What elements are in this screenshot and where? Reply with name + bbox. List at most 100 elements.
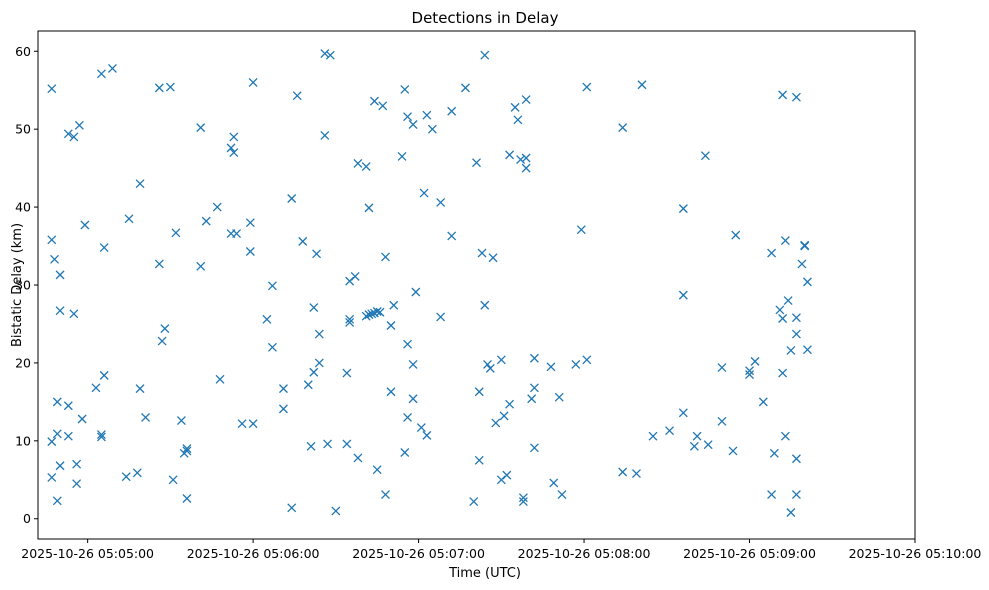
data-point [491, 418, 501, 428]
data-point [505, 150, 515, 160]
data-point [168, 475, 178, 485]
data-point [521, 163, 531, 173]
data-point [780, 431, 790, 441]
data-point [422, 430, 432, 440]
data-point [314, 329, 324, 339]
data-point [350, 271, 360, 281]
data-point [278, 384, 288, 394]
data-point [480, 300, 490, 310]
data-point [182, 494, 192, 503]
data-point [47, 437, 57, 447]
data-point [52, 397, 62, 407]
data-point [510, 102, 520, 112]
y-tick-label: 20 [15, 355, 31, 370]
data-point [182, 444, 192, 454]
data-point [63, 129, 73, 139]
y-tick-label: 30 [15, 278, 31, 293]
data-point [55, 461, 65, 471]
data-point [72, 459, 82, 469]
data-point [69, 309, 79, 319]
data-point [618, 467, 628, 477]
data-point [800, 240, 810, 250]
data-point [678, 290, 688, 300]
data-point [518, 493, 528, 503]
data-point [381, 252, 390, 262]
data-point [389, 300, 399, 310]
data-point [229, 132, 239, 142]
data-point [320, 49, 330, 59]
data-point [267, 342, 277, 352]
data-point [436, 197, 446, 207]
data-point [397, 151, 407, 161]
data-point [692, 431, 702, 441]
data-point [400, 84, 410, 94]
data-point [325, 50, 335, 60]
data-point [461, 83, 470, 93]
data-point [386, 321, 396, 330]
data-point [571, 360, 581, 369]
data-point [287, 503, 297, 513]
data-point [135, 179, 145, 189]
data-point [678, 204, 688, 214]
y-tick-label: 10 [15, 433, 31, 448]
data-point [47, 235, 57, 245]
data-point [745, 366, 754, 376]
data-point [215, 374, 225, 384]
data-point [791, 313, 801, 323]
data-point [408, 394, 418, 404]
y-tick-label: 60 [15, 44, 31, 59]
data-point [196, 261, 206, 271]
data-point [306, 441, 316, 451]
data-point [77, 414, 87, 424]
data-point [237, 419, 247, 429]
data-point [298, 236, 308, 246]
y-tick-label: 40 [15, 200, 31, 215]
data-point [791, 329, 801, 339]
data-point [154, 259, 164, 269]
data-point [353, 453, 363, 463]
data-point [783, 296, 793, 306]
data-point [502, 470, 512, 480]
data-point [791, 92, 801, 102]
data-point [802, 345, 812, 355]
data-point [262, 314, 272, 324]
data-point [408, 360, 418, 369]
data-point [403, 112, 413, 122]
data-point [96, 432, 106, 442]
data-point [292, 91, 302, 101]
data-point [637, 80, 647, 90]
data-point [527, 394, 537, 404]
data-point [245, 247, 255, 256]
data-point [582, 355, 592, 365]
data-point [63, 401, 73, 411]
data-point [447, 106, 457, 116]
data-point [728, 446, 738, 456]
data-point [287, 194, 297, 203]
data-point [576, 225, 586, 235]
data-point [372, 307, 382, 316]
data-point [63, 431, 73, 441]
data-point [778, 368, 788, 378]
data-point [521, 95, 531, 105]
data-point [802, 277, 812, 287]
data-point [521, 153, 531, 163]
data-point [436, 312, 446, 322]
data-point [416, 423, 426, 433]
data-point [267, 281, 277, 291]
data-point [96, 69, 106, 79]
data-point [758, 397, 768, 407]
data-point [320, 130, 330, 140]
data-point [529, 353, 539, 363]
data-point [745, 370, 754, 380]
x-tick-label: 2025-10-26 05:07:00 [352, 546, 485, 561]
data-point [364, 203, 374, 213]
data-point [52, 429, 62, 439]
data-point [477, 248, 487, 258]
data-point [157, 336, 167, 346]
data-point [108, 63, 117, 73]
data-point [422, 110, 432, 120]
data-point [791, 454, 801, 464]
data-point [767, 490, 777, 500]
data-point [516, 155, 526, 165]
